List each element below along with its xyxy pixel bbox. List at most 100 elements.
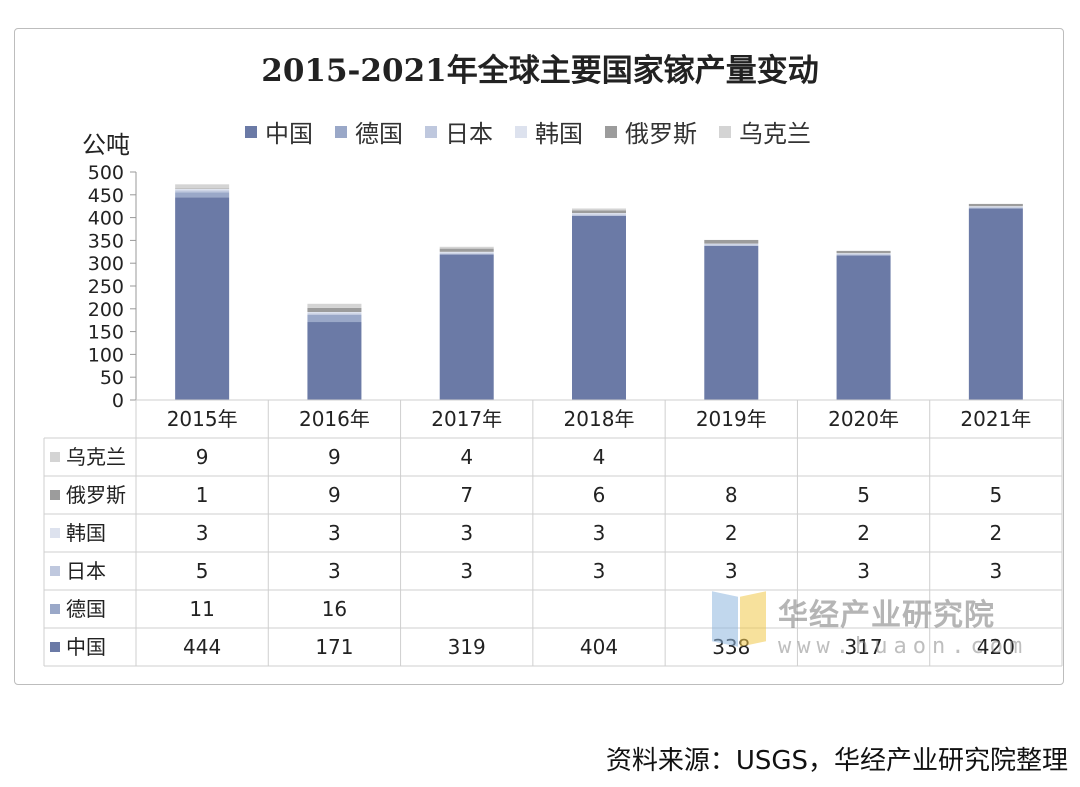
legend-item-2: 日本 bbox=[425, 114, 493, 149]
data-label: 2 bbox=[989, 521, 1002, 545]
bar-segment-韩国-2019年 bbox=[704, 243, 759, 245]
table-row-swatch bbox=[50, 528, 60, 538]
data-label: 3 bbox=[857, 559, 870, 583]
table-row-swatch bbox=[50, 490, 60, 500]
data-label: 5 bbox=[857, 483, 870, 507]
data-label: 3 bbox=[328, 559, 341, 583]
legend-swatch bbox=[515, 125, 527, 138]
bar-segment-俄罗斯-2015年 bbox=[175, 188, 230, 189]
bar-segment-日本-2018年 bbox=[572, 214, 626, 216]
y-tick-label: 350 bbox=[88, 230, 124, 252]
x-tick-label: 2020年 bbox=[828, 407, 899, 431]
source-note: 资料来源：USGS，华经产业研究院整理 bbox=[605, 746, 1068, 776]
y-tick-label: 100 bbox=[88, 344, 124, 366]
legend-item-1: 德国 bbox=[335, 114, 403, 149]
data-label: 4 bbox=[593, 445, 606, 469]
bar-segment-韩国-2017年 bbox=[439, 251, 494, 254]
bar-segment-韩国-2018年 bbox=[572, 213, 626, 215]
legend-label: 韩国 bbox=[535, 120, 583, 148]
table-row-swatch bbox=[50, 452, 60, 462]
bar-segment-俄罗斯-2017年 bbox=[439, 248, 494, 252]
bar-segment-俄罗斯-2020年 bbox=[836, 250, 891, 254]
bar-segment-韩国-2016年 bbox=[307, 311, 362, 314]
data-label: 3 bbox=[196, 521, 209, 545]
data-label: 5 bbox=[196, 559, 209, 583]
data-label: 3 bbox=[989, 559, 1002, 583]
table-row-label: 乌克兰 bbox=[66, 445, 126, 469]
data-label: 9 bbox=[328, 445, 341, 469]
bar-segment-乌克兰-2018年 bbox=[572, 208, 626, 211]
chart-title: 2015-2021年全球主要国家镓产量变动 bbox=[261, 53, 819, 89]
y-tick-label: 250 bbox=[88, 276, 124, 298]
bar-segment-日本-2020年 bbox=[836, 254, 891, 256]
data-label: 3 bbox=[328, 521, 341, 545]
bar-segment-韩国-2021年 bbox=[968, 206, 1023, 208]
legend-swatch bbox=[605, 125, 617, 138]
data-label: 444 bbox=[183, 635, 221, 659]
bar-segment-中国-2019年 bbox=[704, 245, 759, 400]
data-label: 9 bbox=[196, 445, 209, 469]
bar-segment-德国-2016年 bbox=[307, 314, 362, 323]
table-row-label: 韩国 bbox=[66, 521, 106, 545]
data-label: 171 bbox=[315, 635, 353, 659]
y-tick-label: 150 bbox=[88, 322, 124, 344]
table-row-swatch bbox=[50, 604, 60, 614]
data-label: 9 bbox=[328, 483, 341, 507]
table-row-label: 德国 bbox=[66, 597, 106, 621]
data-label: 3 bbox=[593, 559, 606, 583]
bar-segment-日本-2015年 bbox=[175, 190, 230, 193]
data-label: 5 bbox=[989, 483, 1002, 507]
bar-segment-俄罗斯-2019年 bbox=[704, 239, 759, 244]
data-label: 2 bbox=[857, 521, 870, 545]
bar-segment-中国-2015年 bbox=[175, 197, 230, 400]
legend-swatch bbox=[245, 125, 257, 138]
y-tick-label: 200 bbox=[88, 299, 124, 321]
x-tick-label: 2016年 bbox=[299, 407, 370, 431]
legend-swatch bbox=[719, 125, 731, 138]
x-tick-label: 2015年 bbox=[167, 407, 238, 431]
data-label: 319 bbox=[448, 635, 486, 659]
bar-segment-日本-2016年 bbox=[307, 313, 362, 315]
data-label: 16 bbox=[322, 597, 347, 621]
y-tick-label: 300 bbox=[88, 253, 124, 275]
bar-segment-德国-2015年 bbox=[175, 192, 230, 198]
x-tick-label: 2019年 bbox=[696, 407, 767, 431]
data-label: 11 bbox=[189, 597, 214, 621]
legend-label: 中国 bbox=[265, 120, 313, 148]
y-tick-label: 50 bbox=[100, 367, 124, 389]
data-label: 420 bbox=[977, 635, 1015, 659]
bar-segment-中国-2018年 bbox=[572, 215, 626, 400]
table-row-swatch bbox=[50, 566, 60, 576]
data-label: 3 bbox=[725, 559, 738, 583]
data-label: 3 bbox=[460, 521, 473, 545]
bar-segment-中国-2016年 bbox=[307, 322, 362, 400]
table-row-label: 中国 bbox=[66, 635, 106, 659]
legend-item-4: 俄罗斯 bbox=[605, 114, 697, 149]
x-tick-label: 2021年 bbox=[960, 407, 1031, 431]
data-label: 1 bbox=[196, 483, 209, 507]
legend-label: 乌克兰 bbox=[739, 120, 811, 148]
bar-segment-乌克兰-2017年 bbox=[439, 246, 494, 249]
x-tick-label: 2017年 bbox=[431, 407, 502, 431]
bar-segment-日本-2019年 bbox=[704, 244, 759, 246]
bar-segment-韩国-2015年 bbox=[175, 188, 230, 191]
legend-swatch bbox=[425, 125, 437, 138]
table-row-swatch bbox=[50, 642, 60, 652]
y-tick-label: 0 bbox=[112, 390, 124, 412]
huajing-logo-icon bbox=[712, 590, 770, 647]
bar-segment-日本-2021年 bbox=[968, 207, 1023, 209]
data-label: 4 bbox=[460, 445, 473, 469]
bar-segment-日本-2017年 bbox=[439, 253, 494, 255]
data-label: 3 bbox=[593, 521, 606, 545]
table-row-label: 日本 bbox=[66, 559, 106, 583]
bar-segment-中国-2017年 bbox=[439, 254, 494, 400]
x-tick-label: 2018年 bbox=[564, 407, 635, 431]
bar-segment-俄罗斯-2016年 bbox=[307, 307, 362, 312]
chart-legend: 中国 德国 日本 韩国 俄罗斯 乌克兰 bbox=[245, 114, 811, 149]
y-tick-label: 500 bbox=[88, 162, 124, 184]
bar-segment-中国-2021年 bbox=[968, 208, 1023, 400]
y-axis-unit: 公吨 bbox=[82, 131, 130, 159]
legend-item-5: 乌克兰 bbox=[719, 114, 811, 149]
bar-segment-俄罗斯-2018年 bbox=[572, 210, 626, 214]
watermark: 华经产业研究院 www.huaon.com bbox=[712, 590, 1028, 659]
